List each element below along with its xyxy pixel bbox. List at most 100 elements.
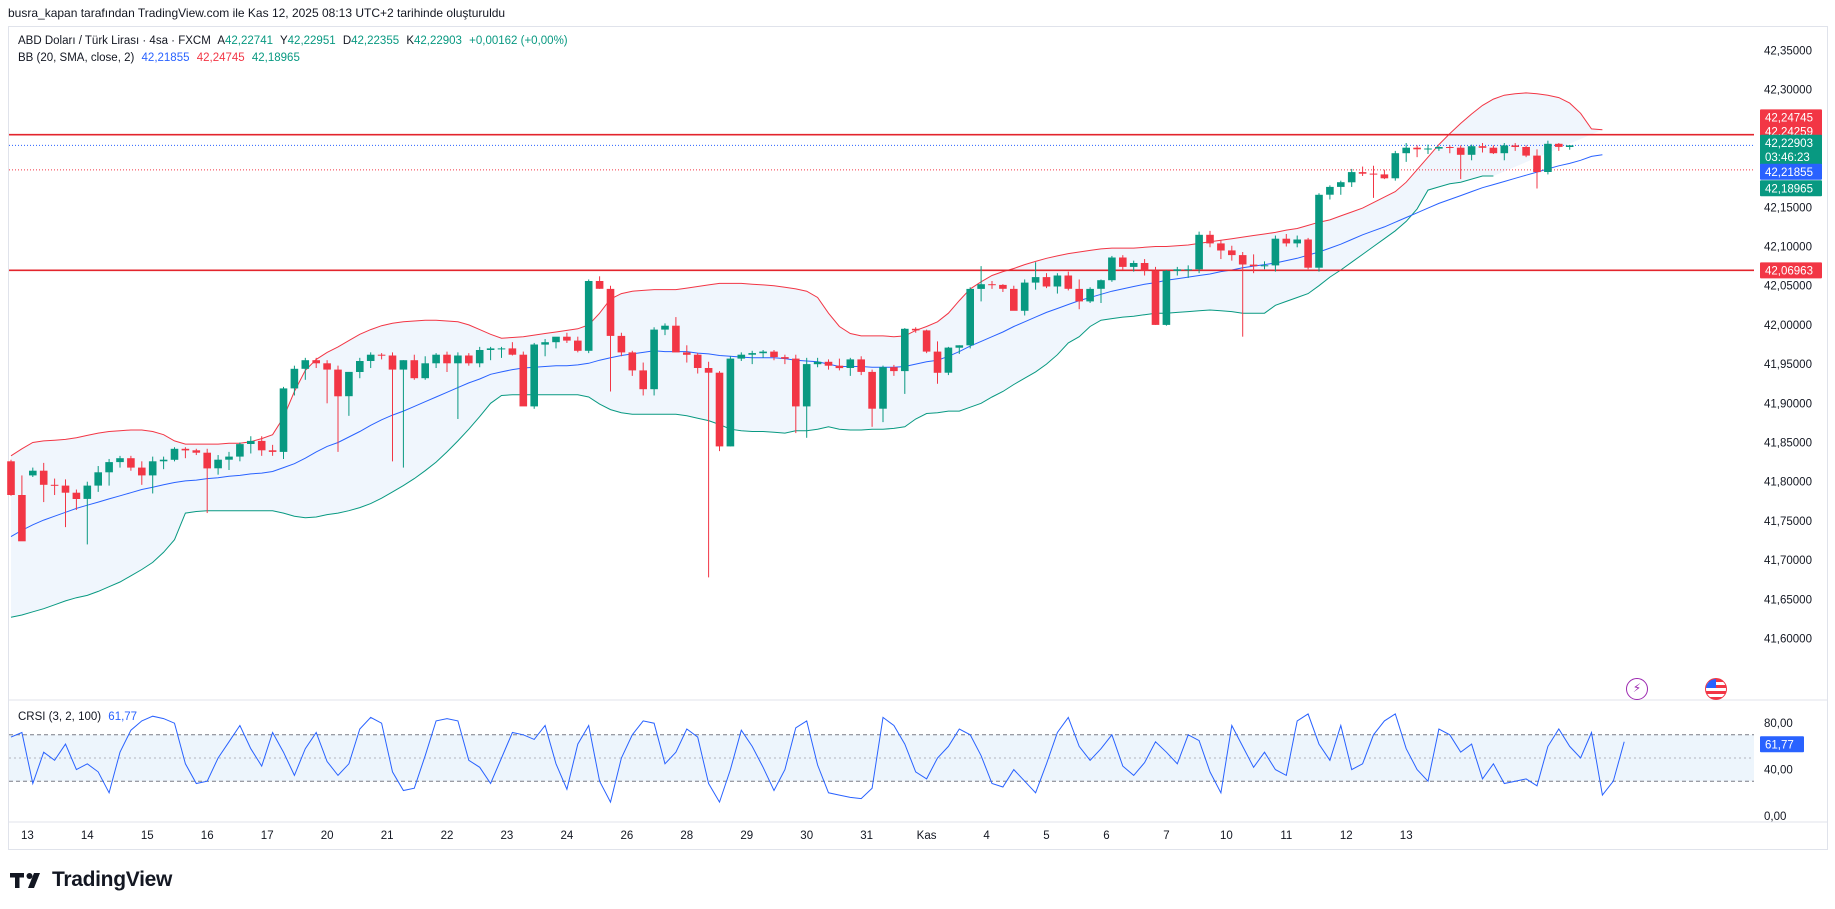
candle-body <box>617 335 626 353</box>
candle-body <box>366 354 375 361</box>
price-tick-label: 41,90000 <box>1764 398 1812 410</box>
price-tag-label: 42,22903 <box>1765 138 1813 150</box>
candle-body <box>1173 269 1182 271</box>
candle-body <box>781 357 789 359</box>
time-tick-label: 11 <box>1280 830 1292 842</box>
time-tick-label: 28 <box>680 830 693 842</box>
crsi-indicator-label[interactable]: CRSI (3, 2, 100) <box>18 711 102 723</box>
candle-body <box>519 354 528 407</box>
candle-body <box>268 450 277 452</box>
candle-body <box>1260 265 1269 267</box>
candle-body <box>650 329 658 390</box>
candle-body <box>944 347 953 373</box>
candle-body <box>1206 234 1214 244</box>
price-tag-bg <box>1760 180 1822 197</box>
candle-body <box>279 388 288 452</box>
candle-body <box>824 361 833 366</box>
candle-body <box>552 336 560 343</box>
candle-body <box>911 328 920 331</box>
candle-body <box>290 368 299 389</box>
candle-body <box>83 485 92 499</box>
candle-body <box>94 472 102 486</box>
candle-body <box>486 348 495 350</box>
time-tick-label: 30 <box>800 830 813 842</box>
time-tick-label: 5 <box>1043 830 1049 842</box>
candle-body <box>1456 147 1465 155</box>
candle-body <box>421 363 429 379</box>
candle-body <box>1478 146 1487 148</box>
candle-body <box>1358 172 1367 174</box>
candle-body <box>541 342 549 345</box>
price-tag-bg <box>1760 134 1822 151</box>
candle-body <box>813 361 822 365</box>
candle-body <box>465 355 473 364</box>
candle-body <box>1555 143 1563 147</box>
candle-body <box>1010 288 1018 311</box>
candle-body <box>1086 288 1094 302</box>
candle-body <box>933 351 942 373</box>
candle-body <box>1435 147 1443 149</box>
candle-body <box>966 288 974 346</box>
time-tick-label: 13 <box>1400 830 1413 842</box>
candle-body <box>214 459 222 469</box>
candle-body <box>1424 148 1432 150</box>
time-tick-label: Kas <box>917 830 937 842</box>
crsi-line <box>10 713 1625 804</box>
candle-body <box>1467 146 1476 155</box>
ohlc-close-value: 42,22903 <box>413 35 462 47</box>
candle-body <box>170 448 179 460</box>
crsi-value-tag-bg <box>1760 736 1804 753</box>
candle-body <box>835 365 844 369</box>
candle-body <box>18 495 26 542</box>
lightning-icon[interactable]: ⚡ <box>1626 678 1648 700</box>
candle-body <box>1162 270 1171 325</box>
price-tag-label: 42,24745 <box>1765 112 1813 124</box>
price-tick-label: 41,80000 <box>1764 477 1812 489</box>
bb-indicator-label[interactable]: BB (20, SMA, close, 2) <box>18 52 135 64</box>
bb-upper-line <box>10 92 1603 457</box>
candle-body <box>595 281 604 289</box>
price-tag-bg <box>1760 262 1822 279</box>
ohlc-low-label: D <box>342 35 352 47</box>
candle-body <box>802 364 811 407</box>
candle-body <box>399 360 408 370</box>
time-tick-label: 31 <box>860 830 873 842</box>
time-tick-label: 21 <box>381 830 394 842</box>
candle-body <box>257 440 266 451</box>
bb-mid-value: 42,21855 <box>141 52 190 64</box>
candle-body <box>1140 263 1149 271</box>
candle-body <box>1228 250 1236 256</box>
candle-body <box>247 440 255 444</box>
symbol-title[interactable]: ABD Doları / Türk Lirası · 4sa · FXCM <box>18 35 211 47</box>
candle-body <box>999 284 1007 289</box>
candle-body <box>661 325 669 330</box>
ohlc-high-label: Y <box>279 35 288 47</box>
price-tag-label: 42,21855 <box>1765 167 1813 179</box>
candle-body <box>1380 174 1389 179</box>
candle-body <box>639 370 647 390</box>
candle-body <box>50 484 59 486</box>
candle-body <box>770 351 778 358</box>
candle-body <box>988 284 996 286</box>
candle-body <box>1271 238 1280 266</box>
candle-body <box>1151 270 1160 325</box>
time-tick-label: 15 <box>141 830 154 842</box>
candle-body <box>1119 257 1127 267</box>
bb-band-fill <box>11 92 1603 618</box>
us-flag-icon[interactable] <box>1705 678 1727 700</box>
time-tick-label: 4 <box>983 830 990 842</box>
price-tag-bg <box>1760 163 1822 180</box>
candle-body <box>704 368 713 373</box>
bb-lower-line <box>10 175 1494 618</box>
candle-body <box>72 492 81 499</box>
candle-body <box>1020 282 1029 311</box>
candle-body <box>301 360 310 369</box>
brand[interactable]: TradingView <box>10 868 172 892</box>
candle-body <box>475 350 484 364</box>
candle-body <box>148 461 157 476</box>
candle-body <box>977 284 985 289</box>
chart-caption: busra_kapan tarafından TradingView.com i… <box>8 6 506 20</box>
candle-body <box>356 361 364 372</box>
candle-body <box>1129 263 1138 267</box>
